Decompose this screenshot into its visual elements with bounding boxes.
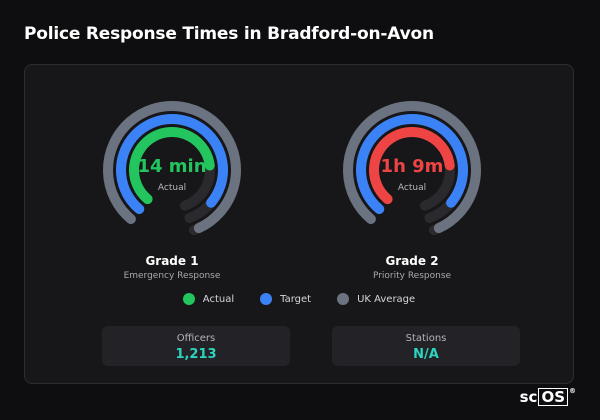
- target-ring: [116, 114, 228, 215]
- legend-label: Target: [280, 293, 312, 305]
- grade-1-gauge: 14 min Actual Grade 1 Emergency Response: [72, 73, 272, 303]
- officers-stat: Officers 1,213: [102, 326, 290, 366]
- legend-swatch-uk-average: [337, 293, 350, 305]
- target-ring: [356, 114, 468, 215]
- grade-title: Grade 2: [385, 254, 439, 268]
- logo-prefix: sc: [519, 388, 538, 406]
- gauge-sub-label: Actual: [397, 183, 427, 193]
- legend-item-uk-average[interactable]: UK Average: [337, 293, 415, 305]
- grade-title: Grade 1: [145, 254, 199, 268]
- stat-label: Stations: [405, 333, 447, 344]
- stat-value: 1,213: [175, 347, 217, 362]
- gauge-sub-label: Actual: [157, 183, 187, 193]
- grade-2-gauge: 1h 9m Actual Grade 2 Priority Response: [312, 73, 512, 303]
- response-times-card: 14 min Actual Grade 1 Emergency Response…: [24, 64, 574, 384]
- page-title: Police Response Times in Bradford-on-Avo…: [24, 24, 434, 44]
- grade-subtitle: Priority Response: [372, 271, 452, 281]
- logo-boxed: OS: [538, 388, 568, 406]
- stat-label: Officers: [176, 333, 216, 344]
- legend: Actual Target UK Average: [25, 293, 573, 305]
- scos-logo: sc OS ®: [519, 387, 576, 406]
- stat-value: N/A: [413, 347, 439, 362]
- actual-ring: [129, 127, 215, 205]
- uk-average-ring: [103, 101, 241, 234]
- grade-2-rings: [343, 101, 481, 236]
- legend-label: Actual: [202, 293, 235, 305]
- gauge-value: 1h 9m: [380, 156, 444, 177]
- logo-registered-mark: ®: [569, 387, 576, 395]
- grade-subtitle: Emergency Response: [123, 271, 221, 281]
- gauge-value: 14 min: [137, 156, 207, 177]
- legend-label: UK Average: [357, 293, 416, 305]
- actual-ring: [369, 127, 455, 205]
- uk-average-ring: [343, 101, 481, 234]
- stations-stat: Stations N/A: [332, 326, 520, 366]
- legend-item-target[interactable]: Target: [260, 293, 311, 305]
- grade-1-rings: [103, 101, 241, 236]
- legend-swatch-actual: [182, 293, 195, 305]
- legend-item-actual[interactable]: Actual: [182, 293, 235, 305]
- legend-swatch-target: [260, 293, 273, 305]
